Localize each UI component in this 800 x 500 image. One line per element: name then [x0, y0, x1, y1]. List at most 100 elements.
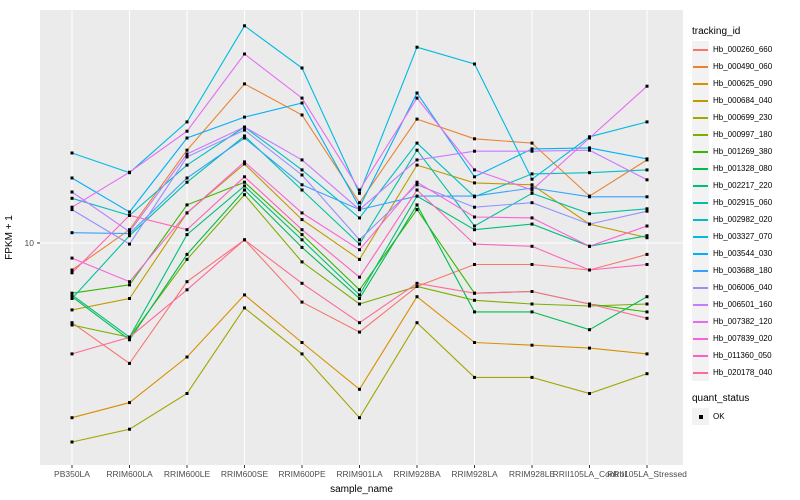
legend-entry-label: Hb_003544_030	[713, 249, 773, 258]
data-point	[70, 323, 74, 327]
data-point	[645, 168, 649, 172]
data-point	[645, 224, 649, 228]
data-point	[185, 288, 189, 292]
data-point	[645, 302, 649, 306]
legend-section-quant-status: quant_status OK	[692, 393, 798, 425]
data-point	[530, 188, 534, 192]
y-axis-title: FPKM + 1	[4, 215, 15, 260]
data-point	[588, 171, 591, 175]
legend-entry-label: Hb_003327_070	[713, 232, 773, 241]
data-point	[300, 183, 304, 187]
legend-key-swatch	[692, 41, 709, 58]
data-point	[243, 125, 246, 129]
legend-entry-label: Hb_011360_050	[713, 351, 772, 360]
data-point	[588, 304, 591, 308]
data-point	[530, 263, 534, 266]
data-point	[128, 228, 131, 232]
data-point	[530, 147, 534, 151]
line-swatch-icon	[693, 201, 708, 204]
data-point	[415, 194, 419, 198]
legend-entry-Hb_000997_180: Hb_000997_180	[692, 126, 798, 143]
data-point	[588, 268, 591, 272]
legend-entry-Hb_020178_040: Hb_020178_040	[692, 364, 798, 381]
data-point	[415, 295, 419, 299]
data-point	[530, 375, 534, 379]
legend-entry-label: OK	[713, 412, 725, 421]
x-tick-label: RRIM600LA	[106, 469, 153, 479]
data-point	[415, 158, 419, 162]
data-point	[588, 222, 591, 226]
data-point	[185, 176, 189, 180]
data-point	[415, 321, 419, 325]
data-point	[530, 141, 534, 145]
data-point	[415, 208, 419, 212]
data-point	[588, 136, 591, 140]
data-point	[185, 392, 189, 395]
data-point	[473, 375, 476, 379]
data-point	[530, 186, 534, 190]
data-point	[300, 238, 304, 242]
data-point	[645, 316, 649, 320]
data-point	[358, 330, 361, 334]
legend-title-quant-status: quant_status	[692, 393, 750, 404]
data-point	[70, 416, 74, 420]
line-swatch-icon	[693, 354, 708, 357]
data-point	[645, 310, 649, 314]
data-point	[185, 257, 189, 261]
legend-key-swatch	[692, 143, 709, 160]
x-tick-label: RRIM600PE	[278, 469, 326, 479]
data-point	[70, 297, 74, 300]
data-point	[645, 207, 649, 211]
data-point	[645, 178, 649, 182]
legend-key-swatch	[692, 245, 709, 262]
legend-key-swatch	[692, 58, 709, 75]
data-point	[588, 146, 591, 150]
legend-entry-Hb_002982_020: Hb_002982_020	[692, 211, 798, 228]
data-point	[358, 201, 361, 205]
line-swatch-icon	[693, 252, 708, 255]
line-swatch-icon	[693, 184, 708, 187]
data-point	[358, 216, 361, 220]
data-point	[473, 263, 476, 266]
x-axis-title: sample_name	[330, 484, 393, 495]
legend-entry-Hb_003327_070: Hb_003327_070	[692, 228, 798, 245]
data-point	[530, 290, 534, 293]
data-point	[243, 188, 246, 192]
data-point	[358, 321, 361, 325]
data-point	[358, 288, 361, 292]
data-point	[645, 252, 649, 256]
data-point	[300, 352, 304, 356]
legend-entry-Hb_011360_050: Hb_011360_050	[692, 347, 798, 364]
x-tick-label: RRIM600LE	[164, 469, 211, 479]
line-swatch-icon	[693, 99, 708, 102]
legend-key-swatch	[692, 126, 709, 143]
data-point	[358, 205, 361, 209]
data-point	[300, 66, 304, 70]
data-point	[473, 341, 476, 344]
data-point	[415, 285, 419, 288]
data-point	[473, 228, 476, 232]
data-point	[128, 361, 131, 365]
legend-entry-label: Hb_020178_040	[713, 368, 773, 377]
legend-entry-Hb_007382_120: Hb_007382_120	[692, 313, 798, 330]
data-point	[128, 232, 131, 236]
data-point	[530, 244, 534, 248]
legend-key-swatch	[692, 160, 709, 177]
data-point	[645, 157, 649, 161]
x-tick-label: RRII105LA_Control	[553, 469, 627, 479]
line-swatch-icon	[693, 116, 708, 119]
legend-entry-label: Hb_003688_180	[713, 266, 773, 275]
data-point	[70, 308, 74, 312]
data-point	[70, 271, 74, 275]
data-point	[358, 275, 361, 279]
legend-entry-Hb_002217_220: Hb_002217_220	[692, 177, 798, 194]
data-point	[473, 205, 476, 209]
legend-key-swatch	[692, 92, 709, 109]
data-point	[243, 82, 246, 86]
data-point	[70, 256, 74, 260]
data-point	[300, 101, 304, 105]
data-point	[243, 180, 246, 184]
legend-entry-label: Hb_000997_180	[713, 130, 773, 139]
legend-entry-Hb_001269_380: Hb_001269_380	[692, 143, 798, 160]
data-point	[300, 260, 304, 264]
